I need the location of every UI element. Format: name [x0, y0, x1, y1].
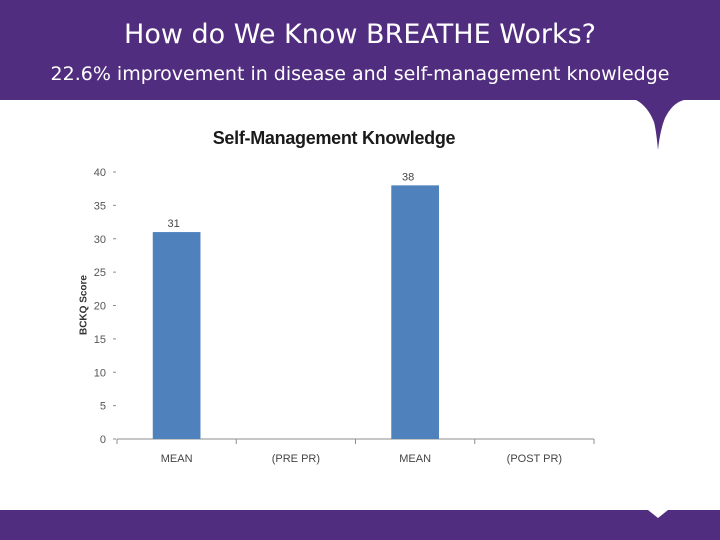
slide-subtitle: 22.6% improvement in disease and self-ma…	[50, 63, 670, 85]
x-tick-label: (PRE PR)	[272, 453, 320, 465]
bar-data-label: 38	[402, 171, 414, 183]
y-tick-label: 15	[94, 334, 106, 346]
slide-header	[0, 0, 720, 100]
y-tick-label: 30	[94, 234, 106, 246]
slide-title: How do We Know BREATHE Works?	[124, 19, 596, 50]
x-tick-label: MEAN	[399, 453, 431, 465]
bar	[391, 185, 439, 439]
y-tick-label: 0	[100, 434, 106, 446]
x-tick-label: (POST PR)	[507, 453, 562, 465]
y-tick-label: 35	[94, 200, 106, 212]
y-tick-label: 40	[94, 167, 106, 179]
footer-notch-decoration	[648, 510, 668, 518]
x-tick-label: MEAN	[161, 453, 193, 465]
y-tick-label: 25	[94, 267, 106, 279]
y-tick-label: 10	[94, 367, 106, 379]
y-tick-label: 20	[94, 301, 106, 313]
bar-data-label: 31	[168, 218, 180, 230]
chart-title: Self-Management Knowledge	[212, 128, 456, 148]
bar	[152, 232, 201, 439]
y-tick-label: 5	[100, 401, 106, 413]
slide-footer	[0, 510, 720, 540]
